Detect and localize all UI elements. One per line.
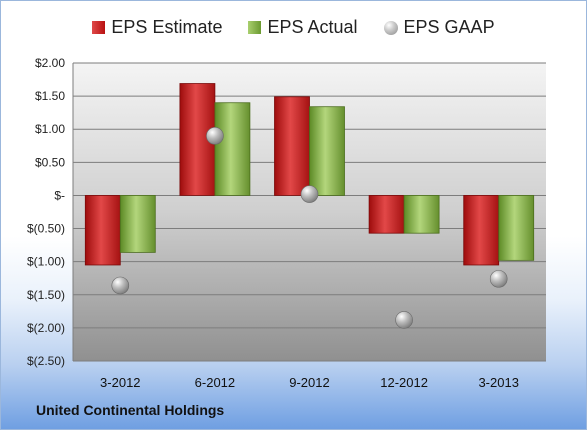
legend-item-actual: EPS Actual <box>248 17 358 38</box>
x-tick-label: 9-2012 <box>289 375 329 390</box>
bar-eps-actual <box>309 106 345 196</box>
y-tick-label: $- <box>54 188 65 202</box>
y-tick-label: $1.00 <box>35 122 65 136</box>
y-tick-label: $2.00 <box>35 56 65 70</box>
chart-legend: EPS Estimate EPS Actual EPS GAAP <box>1 17 586 38</box>
bar-eps-estimate <box>368 195 405 234</box>
legend-swatch-estimate <box>92 21 106 34</box>
marker-eps-gaap <box>395 311 413 329</box>
x-tick-label: 3-2012 <box>100 375 140 390</box>
bar-eps-actual <box>498 195 535 261</box>
x-tick-label: 6-2012 <box>195 375 235 390</box>
bar-eps-actual <box>119 195 156 253</box>
y-tick-label: $1.50 <box>35 89 65 103</box>
y-tick-label: $(0.50) <box>27 222 65 236</box>
bar-eps-estimate <box>274 96 310 196</box>
y-tick-label: $(2.50) <box>27 354 65 368</box>
legend-item-gaap: EPS GAAP <box>383 17 495 38</box>
marker-eps-gaap <box>111 276 130 295</box>
marker-eps-gaap <box>300 185 319 203</box>
legend-label-actual: EPS Actual <box>267 17 358 37</box>
bar-eps-estimate <box>84 195 121 266</box>
bar-eps-actual <box>214 102 251 196</box>
marker-eps-gaap <box>489 270 508 288</box>
bar-eps-actual <box>403 195 440 234</box>
legend-label-estimate: EPS Estimate <box>111 17 223 37</box>
marker-eps-gaap <box>206 127 224 145</box>
y-tick-label: $(1.50) <box>27 288 65 302</box>
legend-label-gaap: EPS GAAP <box>403 17 495 37</box>
x-tick-label: 12-2012 <box>380 375 428 390</box>
legend-swatch-actual <box>248 21 262 34</box>
legend-marker-gaap <box>383 20 398 35</box>
y-tick-label: $(2.00) <box>27 321 65 335</box>
company-name: United Continental Holdings <box>36 402 225 418</box>
bar-eps-estimate <box>463 195 500 266</box>
y-tick-label: $0.50 <box>35 155 65 169</box>
x-tick-label: 3-2013 <box>478 375 518 390</box>
legend-item-estimate: EPS Estimate <box>92 17 222 38</box>
y-tick-label: $(1.00) <box>27 255 65 269</box>
